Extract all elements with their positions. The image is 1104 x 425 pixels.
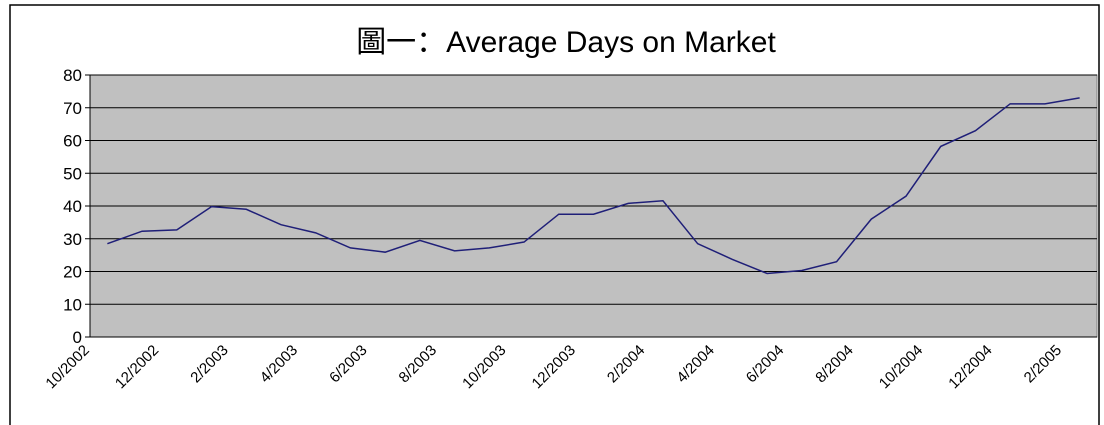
- y-tick-label: 70: [63, 99, 82, 118]
- x-tick-label: 12/2003: [529, 342, 579, 392]
- x-tick-label: 8/2003: [396, 342, 440, 386]
- x-tick-label: 4/2003: [257, 342, 301, 386]
- x-tick-label: 6/2003: [326, 342, 370, 386]
- y-tick-label: 10: [63, 295, 82, 314]
- x-tick-label: 2/2005: [1021, 342, 1065, 386]
- frame: [9, 4, 1100, 425]
- x-tick-label: 10/2002: [42, 342, 92, 392]
- data-line: [107, 97, 1080, 275]
- chart-title: 圖一：Average Days on Market: [356, 26, 776, 59]
- x-tick-label: 4/2004: [673, 342, 717, 386]
- x-tick-label: 8/2004: [812, 342, 856, 386]
- y-tick-label: 30: [63, 230, 82, 249]
- x-tick-label: 2/2004: [604, 342, 648, 386]
- x-tick-label: 12/2004: [945, 342, 995, 392]
- y-tick-label: 40: [63, 197, 82, 216]
- y-tick-label: 50: [63, 164, 82, 183]
- y-tick-label: 80: [63, 66, 82, 85]
- y-tick-label: 20: [63, 263, 82, 282]
- x-tick-label: 2/2003: [187, 342, 231, 386]
- x-tick-label: 12/2002: [112, 342, 162, 392]
- x-tick-label: 6/2004: [743, 342, 787, 386]
- x-tick-label: 10/2003: [459, 342, 509, 392]
- y-tick-label: 60: [63, 132, 82, 151]
- y-tick-label: 0: [73, 328, 82, 347]
- x-tick-label: 10/2004: [876, 342, 926, 392]
